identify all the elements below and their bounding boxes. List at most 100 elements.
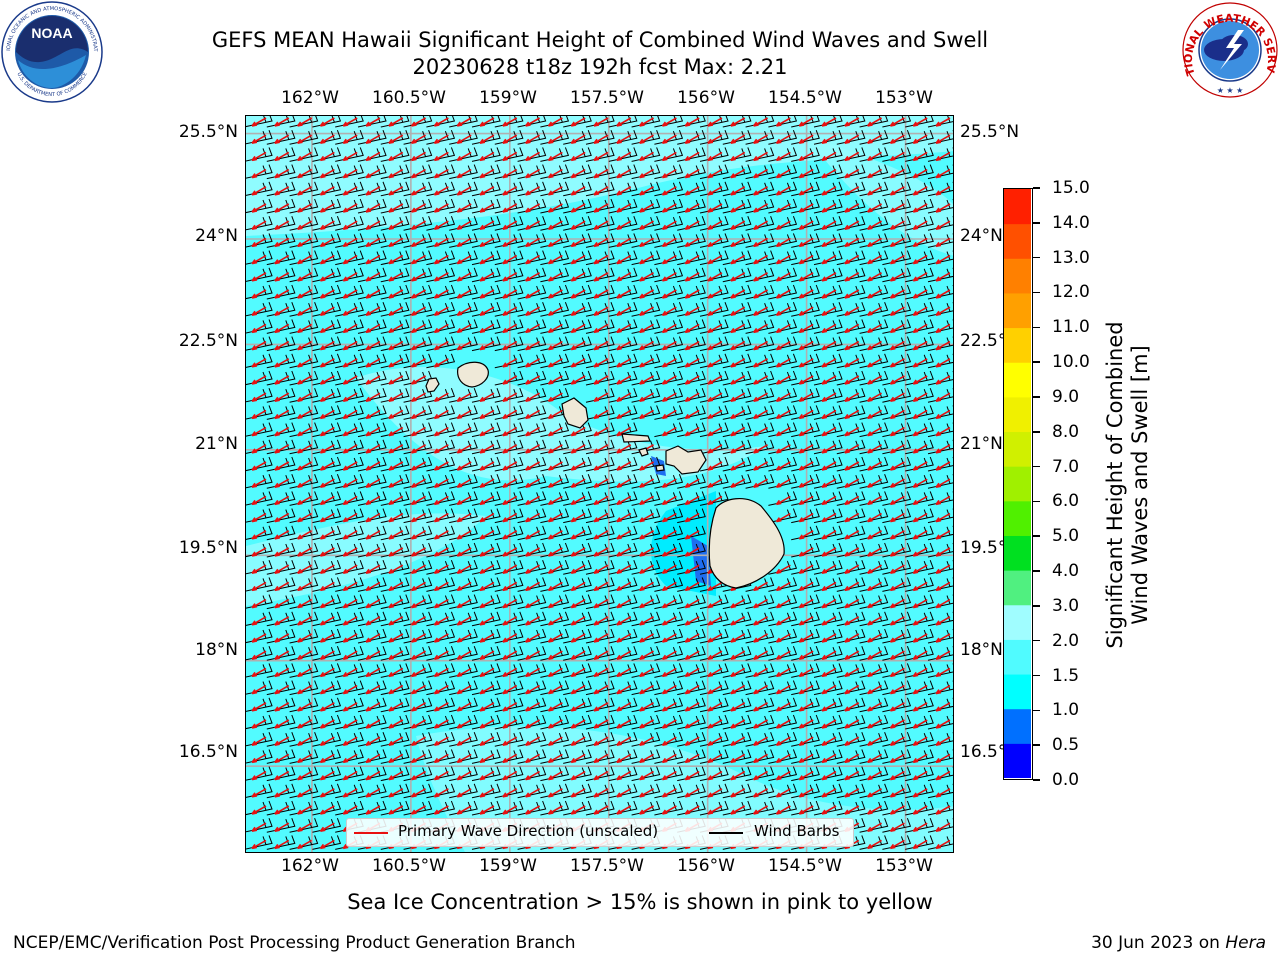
wave-direction-arrow	[479, 512, 495, 523]
wave-direction-arrow	[935, 684, 951, 695]
wave-direction-arrow	[456, 306, 472, 316]
wave-direction-arrow	[730, 650, 746, 660]
wave-direction-arrow	[821, 478, 837, 488]
wave-direction-arrow	[798, 340, 814, 351]
wave-direction-arrow	[365, 702, 381, 712]
wave-direction-arrow	[889, 375, 905, 385]
wave-direction-arrow	[410, 547, 426, 557]
wave-direction-arrow	[821, 426, 837, 437]
wave-direction-arrow	[479, 702, 495, 712]
wave-direction-arrow	[752, 392, 768, 402]
wave-direction-arrow	[251, 306, 267, 316]
wave-direction-arrow	[889, 530, 905, 540]
wave-direction-arrow	[775, 616, 791, 626]
wave-direction-arrow	[889, 220, 905, 230]
wave-direction-arrow	[844, 254, 860, 265]
colorbar-label: Significant Height of Combined Wind Wave…	[1103, 321, 1153, 648]
wave-direction-arrow	[684, 392, 700, 402]
wave-direction-arrow	[935, 788, 951, 798]
wave-direction-arrow	[912, 272, 928, 282]
wave-direction-arrow	[684, 753, 700, 764]
wave-direction-arrow	[547, 392, 563, 402]
wave-direction-arrow	[935, 736, 951, 746]
wave-direction-arrow	[752, 770, 768, 781]
wave-direction-arrow	[707, 220, 723, 230]
wave-direction-arrow	[866, 392, 882, 402]
wave-direction-arrow	[935, 254, 951, 265]
wave-direction-arrow	[684, 168, 700, 179]
wave-direction-arrow	[889, 650, 905, 660]
wave-direction-arrow	[479, 719, 495, 729]
wave-direction-arrow	[616, 667, 632, 678]
wave-direction-arrow	[889, 753, 905, 764]
wave-direction-arrow	[684, 512, 700, 523]
wave-direction-arrow	[638, 547, 654, 557]
wave-direction-arrow	[524, 753, 540, 764]
wave-direction-arrow	[251, 581, 267, 592]
wave-direction-arrow	[707, 340, 723, 351]
wave-direction-arrow	[730, 151, 746, 162]
wave-direction-arrow	[593, 272, 609, 282]
wave-direction-arrow	[296, 581, 312, 592]
wave-direction-arrow	[410, 805, 426, 815]
wave-direction-arrow	[638, 564, 654, 574]
map-canvas[interactable]	[246, 116, 954, 853]
wave-direction-arrow	[502, 375, 518, 385]
wave-direction-arrow	[798, 581, 814, 592]
wave-direction-arrow	[410, 220, 426, 230]
wave-direction-arrow	[912, 684, 928, 695]
wave-direction-arrow	[502, 564, 518, 574]
wave-direction-arrow	[296, 151, 312, 162]
wave-direction-arrow	[410, 753, 426, 764]
wave-direction-arrow	[730, 272, 746, 282]
wave-direction-arrow	[844, 237, 860, 248]
wave-direction-arrow	[844, 702, 860, 712]
wave-direction-arrow	[638, 289, 654, 299]
wave-direction-arrow	[684, 306, 700, 316]
wave-direction-arrow	[410, 409, 426, 420]
colorbar-segment	[1004, 500, 1031, 536]
wave-direction-arrow	[433, 736, 449, 746]
wave-direction-arrow	[319, 134, 335, 144]
wave-direction-arrow	[616, 289, 632, 299]
wave-direction-arrow	[274, 667, 290, 678]
wave-direction-arrow	[616, 203, 632, 213]
wave-direction-arrow	[707, 392, 723, 402]
wave-direction-arrow	[319, 220, 335, 230]
colorbar-segment	[1004, 362, 1031, 398]
wave-direction-arrow	[866, 564, 882, 574]
wave-direction-arrow	[752, 220, 768, 230]
wave-direction-arrow	[296, 616, 312, 626]
wave-direction-arrow	[251, 633, 267, 643]
wave-direction-arrow	[547, 409, 563, 420]
wave-direction-arrow	[479, 289, 495, 299]
wave-direction-arrow	[342, 134, 358, 144]
wave-direction-arrow	[889, 598, 905, 609]
map-panel[interactable]	[245, 115, 954, 853]
lon-label-top: 162°W	[281, 88, 339, 108]
wave-direction-arrow	[616, 650, 632, 660]
wave-direction-arrow	[433, 254, 449, 265]
colorbar-tick-mark	[1033, 570, 1040, 572]
wave-direction-arrow	[684, 684, 700, 695]
wave-direction-arrow	[502, 323, 518, 334]
lat-label-right: 18°N	[960, 640, 1003, 660]
wave-direction-arrow	[866, 203, 882, 213]
wave-direction-arrow	[775, 684, 791, 695]
lat-label-right: 24°N	[960, 226, 1003, 246]
wave-direction-arrow	[342, 444, 358, 454]
wave-direction-arrow	[433, 495, 449, 506]
wave-direction-arrow	[661, 220, 677, 230]
wave-direction-arrow	[319, 581, 335, 592]
wave-direction-arrow	[502, 581, 518, 592]
wave-direction-arrow	[866, 684, 882, 695]
wave-direction-arrow	[547, 564, 563, 574]
wave-direction-arrow	[684, 358, 700, 368]
wave-direction-arrow	[479, 392, 495, 402]
wave-direction-arrow	[502, 340, 518, 351]
wave-direction-arrow	[912, 633, 928, 643]
wave-direction-arrow	[251, 770, 267, 781]
wave-direction-arrow	[319, 495, 335, 506]
wave-direction-arrow	[296, 358, 312, 368]
wave-direction-arrow	[798, 478, 814, 488]
